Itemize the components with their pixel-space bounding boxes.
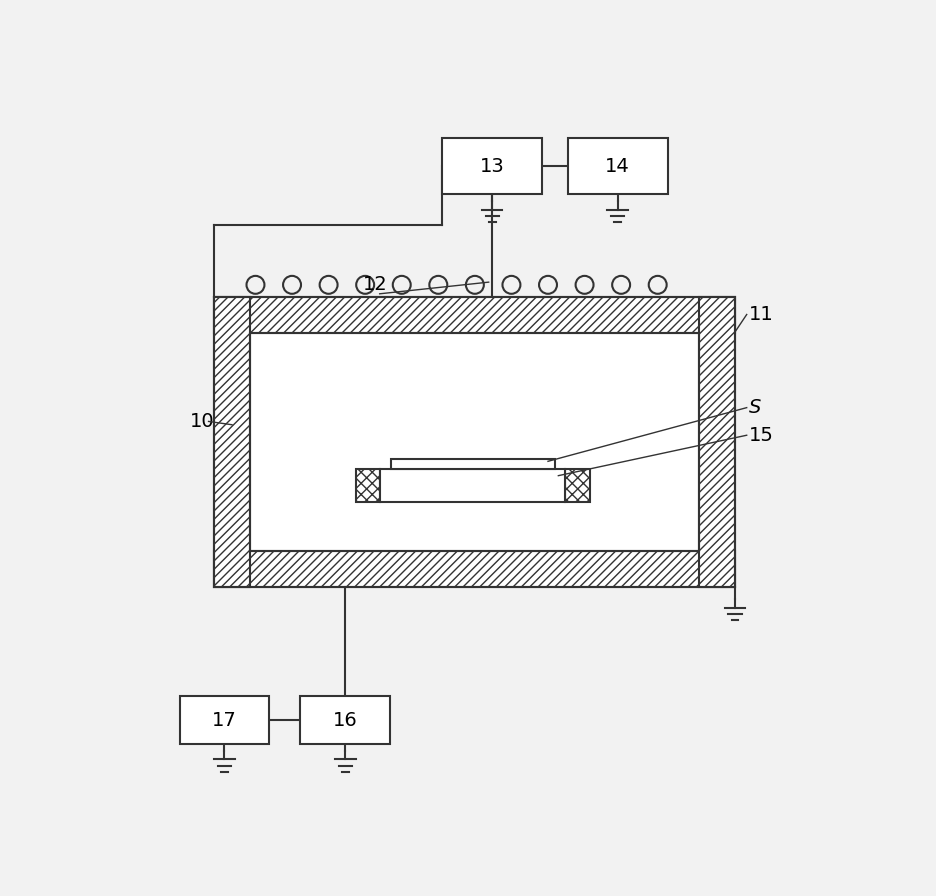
Text: 14: 14 <box>606 157 630 176</box>
Text: 17: 17 <box>212 711 237 729</box>
Bar <box>390 460 555 469</box>
Bar <box>214 297 735 587</box>
Bar <box>699 297 735 587</box>
Bar <box>250 333 699 551</box>
Bar <box>214 551 735 587</box>
Bar <box>442 138 542 194</box>
Text: 16: 16 <box>333 711 358 729</box>
Bar <box>180 696 270 745</box>
Text: 15: 15 <box>749 426 774 444</box>
Text: S: S <box>749 398 761 418</box>
Bar <box>567 138 667 194</box>
Bar <box>356 469 380 502</box>
Text: 10: 10 <box>190 412 214 431</box>
Text: 13: 13 <box>480 157 505 176</box>
Bar <box>300 696 390 745</box>
Text: 11: 11 <box>749 305 773 324</box>
Bar <box>565 469 590 502</box>
Bar <box>214 297 735 333</box>
Bar <box>380 469 565 502</box>
Bar <box>250 333 699 551</box>
Text: 12: 12 <box>362 275 388 294</box>
Bar <box>214 297 250 587</box>
